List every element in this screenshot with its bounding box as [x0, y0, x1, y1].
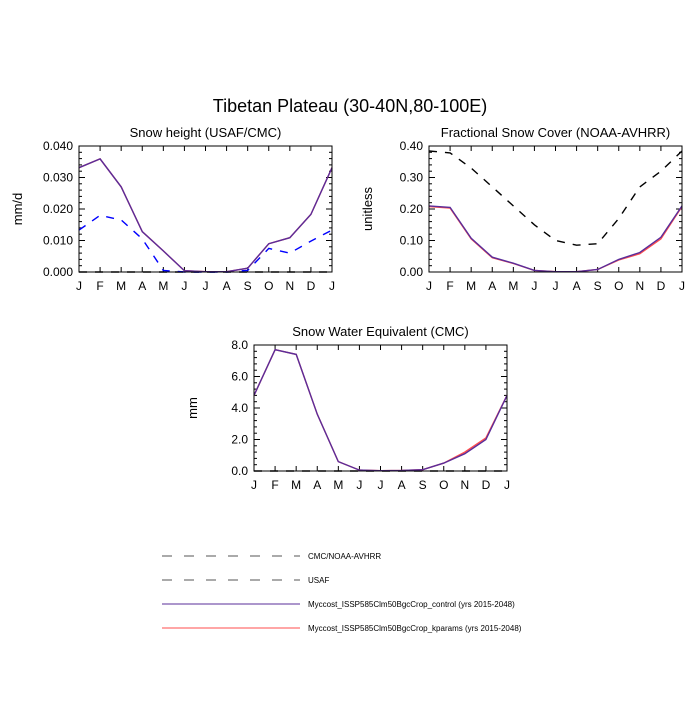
legend-item: Myccost_ISSP585Clm50BgcCrop_control (yrs… — [162, 600, 515, 609]
y-axis-label: mm/d — [10, 193, 25, 226]
legend-item: CMC/NOAA-AVHRR — [162, 552, 381, 561]
x-tick-label: O — [264, 279, 273, 293]
x-tick-label: O — [614, 279, 623, 293]
figure-title: Tibetan Plateau (30-40N,80-100E) — [213, 96, 488, 116]
y-tick-label: 6.0 — [231, 370, 248, 384]
legend-item: USAF — [162, 576, 329, 585]
x-tick-label: J — [76, 279, 82, 293]
x-tick-label: A — [573, 279, 581, 293]
series-line-obs2 — [78, 214, 333, 273]
x-tick-label: J — [426, 279, 432, 293]
y-tick-label: 0.020 — [43, 202, 73, 216]
y-tick-label: 2.0 — [231, 433, 248, 447]
legend-label: USAF — [308, 576, 329, 585]
plot-frame — [428, 145, 683, 273]
y-tick-label: 0.00 — [400, 265, 424, 279]
x-tick-label: M — [116, 279, 126, 293]
x-tick-label: N — [635, 279, 644, 293]
x-tick-label: J — [504, 478, 510, 492]
series-line-control — [253, 348, 508, 472]
chart-panels: Snow height (USAF/CMC)mm/dJ F M A M J J A S O N D J0… — [10, 125, 685, 492]
chart-snow-water-equivalent: Snow Water Equivalent (CMC)mmJ F M A M J J A S O N… — [185, 324, 510, 492]
y-tick-label: 0.000 — [43, 265, 73, 279]
x-tick-label: F — [271, 478, 278, 492]
series-line-kparams — [253, 348, 508, 472]
x-tick-label: J — [553, 279, 559, 293]
x-tick-label: D — [657, 279, 666, 293]
y-tick-label: 0.40 — [400, 139, 424, 153]
x-tick-label: J — [378, 478, 384, 492]
y-tick-label: 0.20 — [400, 202, 424, 216]
y-tick-label: 0.30 — [400, 171, 424, 185]
legend-label: Myccost_ISSP585Clm50BgcCrop_control (yrs… — [308, 600, 515, 609]
x-tick-label: N — [285, 279, 294, 293]
x-tick-label: A — [138, 279, 146, 293]
chart-title: Snow height (USAF/CMC) — [130, 125, 282, 140]
series-line-kparams — [428, 205, 683, 273]
legend: CMC/NOAA-AVHRR USAF Myccost_ISSP585Clm50Bg… — [162, 552, 522, 633]
y-tick-label: 0.040 — [43, 139, 73, 153]
y-axis-label: unitless — [360, 186, 375, 231]
x-tick-label: O — [439, 478, 448, 492]
x-tick-label: J — [356, 478, 362, 492]
plot-frame — [253, 344, 508, 472]
x-tick-label: A — [398, 478, 406, 492]
legend-label: CMC/NOAA-AVHRR — [308, 552, 381, 561]
x-tick-label: F — [96, 279, 103, 293]
chart-title: Fractional Snow Cover (NOAA-AVHRR) — [441, 125, 670, 140]
x-tick-label: S — [419, 478, 427, 492]
x-tick-label: D — [482, 478, 491, 492]
chart-title: Snow Water Equivalent (CMC) — [292, 324, 469, 339]
x-tick-label: A — [488, 279, 496, 293]
y-tick-label: 0.10 — [400, 234, 424, 248]
y-tick-label: 0.030 — [43, 171, 73, 185]
legend-item: Myccost_ISSP585Clm50BgcCrop_kparams (yrs… — [162, 624, 522, 633]
x-tick-label: J — [181, 279, 187, 293]
x-tick-label: J — [679, 279, 685, 293]
x-tick-label: A — [223, 279, 231, 293]
y-tick-label: 4.0 — [231, 401, 248, 415]
legend-label: Myccost_ISSP585Clm50BgcCrop_kparams (yrs… — [308, 624, 522, 633]
chart-fractional-snow-cover: Fractional Snow Cover (NOAA-AVHRR) unitle… — [360, 125, 685, 293]
x-tick-label: J — [251, 478, 257, 492]
plot-frame — [78, 145, 333, 273]
y-tick-label: 0.0 — [231, 464, 248, 478]
y-tick-label: 0.010 — [43, 234, 73, 248]
x-tick-label: J — [203, 279, 209, 293]
x-tick-label: M — [291, 478, 301, 492]
x-tick-label: N — [460, 478, 469, 492]
x-tick-label: S — [244, 279, 252, 293]
series-line-control — [78, 158, 333, 273]
y-tick-label: 8.0 — [231, 338, 248, 352]
y-axis-label: mm — [185, 397, 200, 419]
x-tick-label: J — [531, 279, 537, 293]
x-tick-label: F — [446, 279, 453, 293]
x-tick-label: M — [466, 279, 476, 293]
x-tick-label: M — [333, 478, 343, 492]
x-tick-label: M — [508, 279, 518, 293]
x-tick-label: D — [307, 279, 316, 293]
chart-snow-height: Snow height (USAF/CMC)mm/dJ F M A M J J A S O N D J0… — [10, 125, 335, 293]
x-tick-label: M — [158, 279, 168, 293]
series-line-kparams — [78, 158, 333, 273]
x-tick-label: A — [313, 478, 321, 492]
x-tick-label: S — [594, 279, 602, 293]
x-tick-label: J — [329, 279, 335, 293]
series-line-control — [428, 205, 683, 273]
